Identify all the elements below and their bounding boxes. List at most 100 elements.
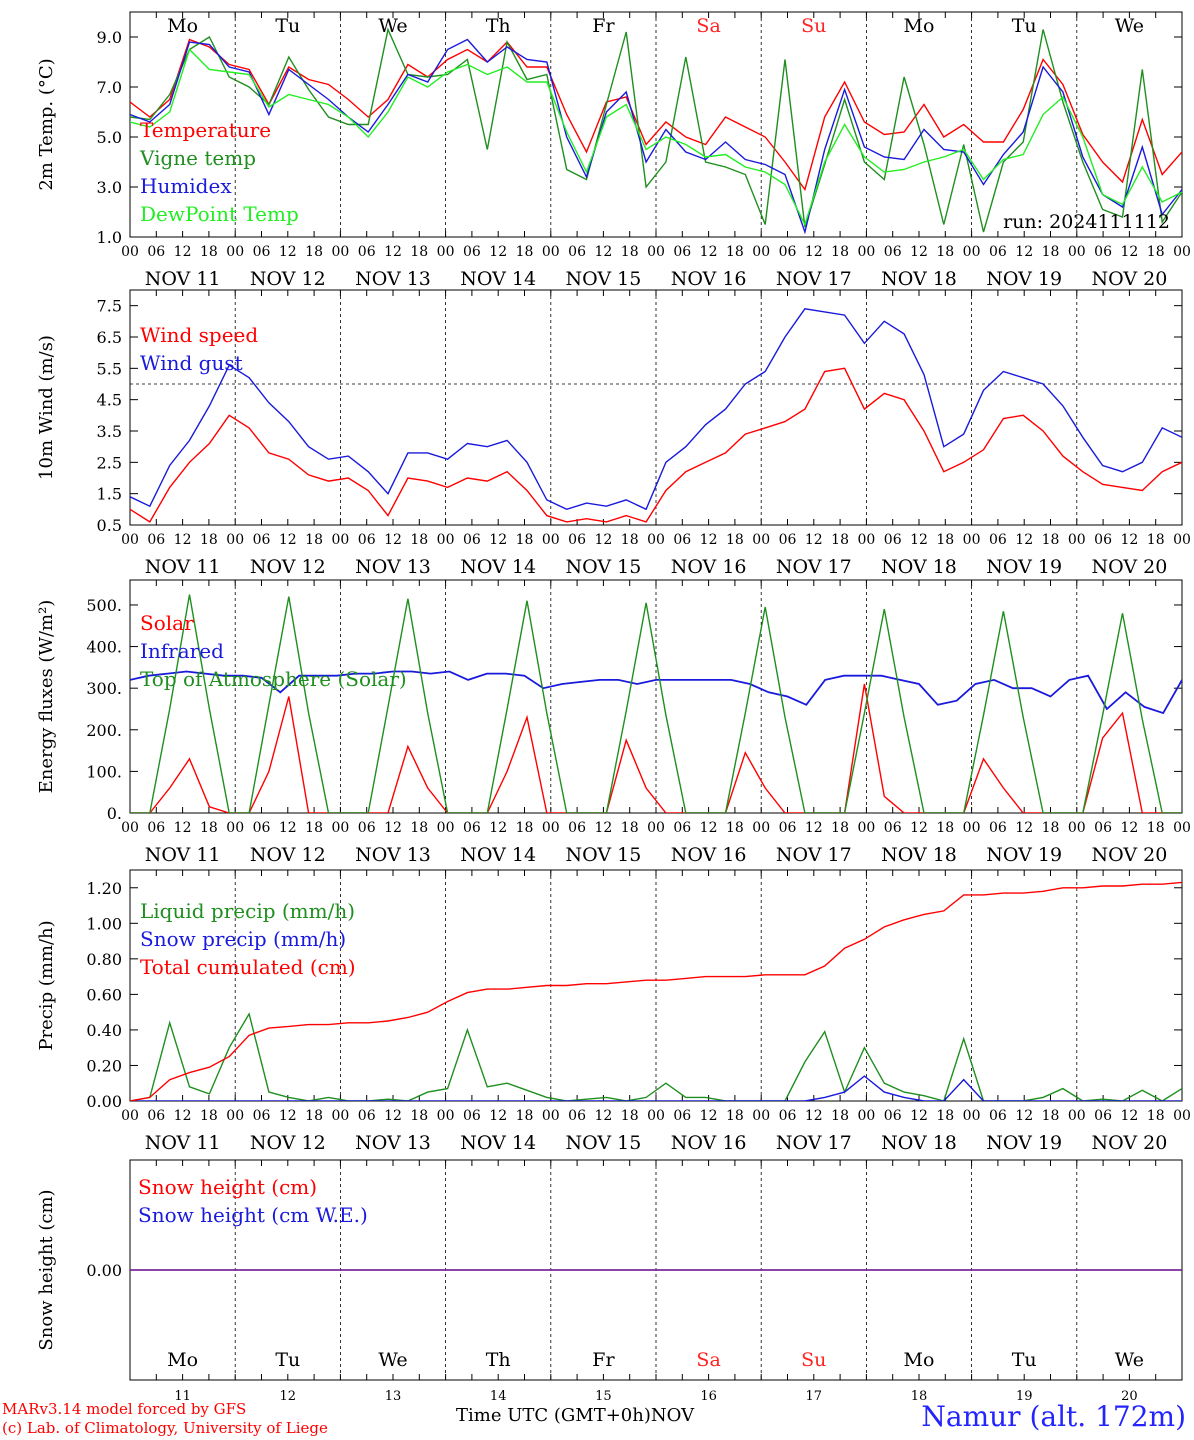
legend-entry: Wind speed xyxy=(140,323,258,347)
date-label: NOV 14 xyxy=(460,1132,536,1154)
hour-tick-label: 18 xyxy=(831,820,849,836)
hour-tick-label: 12 xyxy=(489,244,507,260)
y-tick-label: 4.5 xyxy=(97,391,122,410)
legend-entry: DewPoint Temp xyxy=(140,202,299,226)
hour-tick-label: 12 xyxy=(805,1108,823,1124)
series-line-dewpoint-temp xyxy=(130,48,1182,227)
hour-tick-label: 06 xyxy=(673,244,691,260)
hour-tick-label: 12 xyxy=(384,1108,402,1124)
hour-tick-label: 00 xyxy=(542,820,560,836)
hour-tick-label: 06 xyxy=(673,820,691,836)
date-label: NOV 20 xyxy=(1091,1132,1167,1154)
hour-tick-label: 06 xyxy=(779,1108,797,1124)
hour-tick-label: 00 xyxy=(752,820,770,836)
hour-tick-label: 00 xyxy=(331,532,349,548)
day-number-label: 16 xyxy=(700,1389,717,1404)
weekday-label: Mo xyxy=(904,1349,935,1371)
hour-tick-label: 18 xyxy=(1147,1108,1165,1124)
hour-tick-label: 00 xyxy=(1068,532,1086,548)
legend-entry: Snow precip (mm/h) xyxy=(140,927,346,951)
weekday-label: Mo xyxy=(167,15,198,37)
hour-tick-label: 06 xyxy=(673,532,691,548)
y-axis-title: Snow height (cm) xyxy=(36,1189,57,1350)
hour-tick-label: 00 xyxy=(857,820,875,836)
panel-temperature: 1.0 3.0 5.0 7.0 9.0 2m Temp. (°C) 00 06 12 18 00 06… xyxy=(36,11,1191,290)
date-label: NOV 15 xyxy=(565,1132,641,1154)
y-tick-label: 3.0 xyxy=(97,178,122,197)
hour-tick-label: 12 xyxy=(910,1108,928,1124)
hour-tick-label: 06 xyxy=(253,532,271,548)
date-label: NOV 18 xyxy=(881,844,957,866)
credit-model: MARv3.14 model forced by GFS xyxy=(2,1400,247,1418)
y-tick-label: 7.5 xyxy=(97,297,122,316)
hour-tick-label: 06 xyxy=(147,820,165,836)
legend-entry: Top of Atmosphere (Solar) xyxy=(140,667,407,691)
legend-entry: Total cumulated (cm) xyxy=(140,955,356,979)
hour-tick-label: 18 xyxy=(305,244,323,260)
hour-tick-label: 12 xyxy=(174,244,192,260)
hour-tick-label: 12 xyxy=(805,532,823,548)
hour-tick-label: 00 xyxy=(963,820,981,836)
hour-tick-label: 18 xyxy=(410,532,428,548)
legend-entry: Snow height (cm W.E.) xyxy=(138,1203,368,1227)
date-label: NOV 14 xyxy=(460,556,536,578)
series-line-temperature xyxy=(130,38,1182,192)
hour-tick-label: 00 xyxy=(437,532,455,548)
panel-energy: 0. 100. 200. 300. 400. 500. Energy fluxes (W/m… xyxy=(36,579,1191,866)
hour-tick-label: 12 xyxy=(594,820,612,836)
hour-tick-label: 00 xyxy=(226,1108,244,1124)
hour-tick-label: 00 xyxy=(1068,1108,1086,1124)
x-axis-title-text: Time UTC (GMT+0h) xyxy=(456,1405,651,1426)
day-number-label: 17 xyxy=(806,1389,823,1404)
hour-tick-label: 06 xyxy=(568,244,586,260)
date-label: NOV 17 xyxy=(776,1132,852,1154)
hour-tick-label: 18 xyxy=(1042,244,1060,260)
hour-tick-label: 18 xyxy=(726,244,744,260)
hour-tick-label: 00 xyxy=(331,820,349,836)
legend-entry: Temperature xyxy=(140,118,271,142)
y-tick-label: 400. xyxy=(86,638,122,657)
series-line-wind-gust xyxy=(130,308,1182,511)
hour-tick-label: 18 xyxy=(726,1108,744,1124)
weekday-label: We xyxy=(378,15,407,37)
hour-tick-label: 00 xyxy=(121,1108,139,1124)
hour-tick-label: 12 xyxy=(174,532,192,548)
hour-tick-label: 06 xyxy=(1094,244,1112,260)
hour-tick-label: 00 xyxy=(226,244,244,260)
hour-tick-label: 18 xyxy=(936,244,954,260)
hour-tick-label: 06 xyxy=(463,820,481,836)
hour-tick-label: 06 xyxy=(884,244,902,260)
hour-tick-label: 00 xyxy=(857,532,875,548)
series-line-humidex xyxy=(130,38,1182,235)
date-label: NOV 14 xyxy=(460,844,536,866)
hour-tick-label: 06 xyxy=(253,1108,271,1124)
hour-tick-label: 18 xyxy=(1042,532,1060,548)
y-tick-label: 6.5 xyxy=(97,328,122,347)
hour-tick-label: 06 xyxy=(884,1108,902,1124)
hour-tick-label: 18 xyxy=(516,244,534,260)
y-tick-label: 7.0 xyxy=(97,78,122,97)
y-tick-label: 200. xyxy=(86,721,122,740)
hour-tick-label: 00 xyxy=(437,1108,455,1124)
series-line-total-cumulated-cm- xyxy=(130,881,1182,1101)
hour-tick-label: 18 xyxy=(726,532,744,548)
hour-tick-label: 18 xyxy=(1042,1108,1060,1124)
credit-lab: (c) Lab. of Climatology, University of L… xyxy=(2,1419,328,1437)
y-axis-title: Precip (mm/h) xyxy=(36,920,57,1050)
hour-tick-label: 12 xyxy=(174,820,192,836)
weekday-label: We xyxy=(1115,1349,1144,1371)
hour-tick-label: 00 xyxy=(1068,244,1086,260)
hour-tick-label: 00 xyxy=(331,244,349,260)
day-number-label: 14 xyxy=(490,1389,507,1404)
hour-tick-label: 18 xyxy=(200,1108,218,1124)
y-tick-label: 5.5 xyxy=(97,359,122,378)
y-tick-label: 2.5 xyxy=(97,453,122,472)
date-label: NOV 12 xyxy=(250,556,326,578)
hour-tick-label: 06 xyxy=(989,1108,1007,1124)
hour-tick-label: 00 xyxy=(437,244,455,260)
hour-tick-label: 00 xyxy=(542,532,560,548)
hour-tick-label: 06 xyxy=(358,244,376,260)
y-tick-label: 0. xyxy=(107,804,122,823)
weekday-label: Fr xyxy=(592,1349,615,1371)
panel-wind: 0.5 1.5 2.5 3.5 4.5 5.5 6.5 7.5 10m Wind (m/s) 00… xyxy=(36,289,1191,578)
